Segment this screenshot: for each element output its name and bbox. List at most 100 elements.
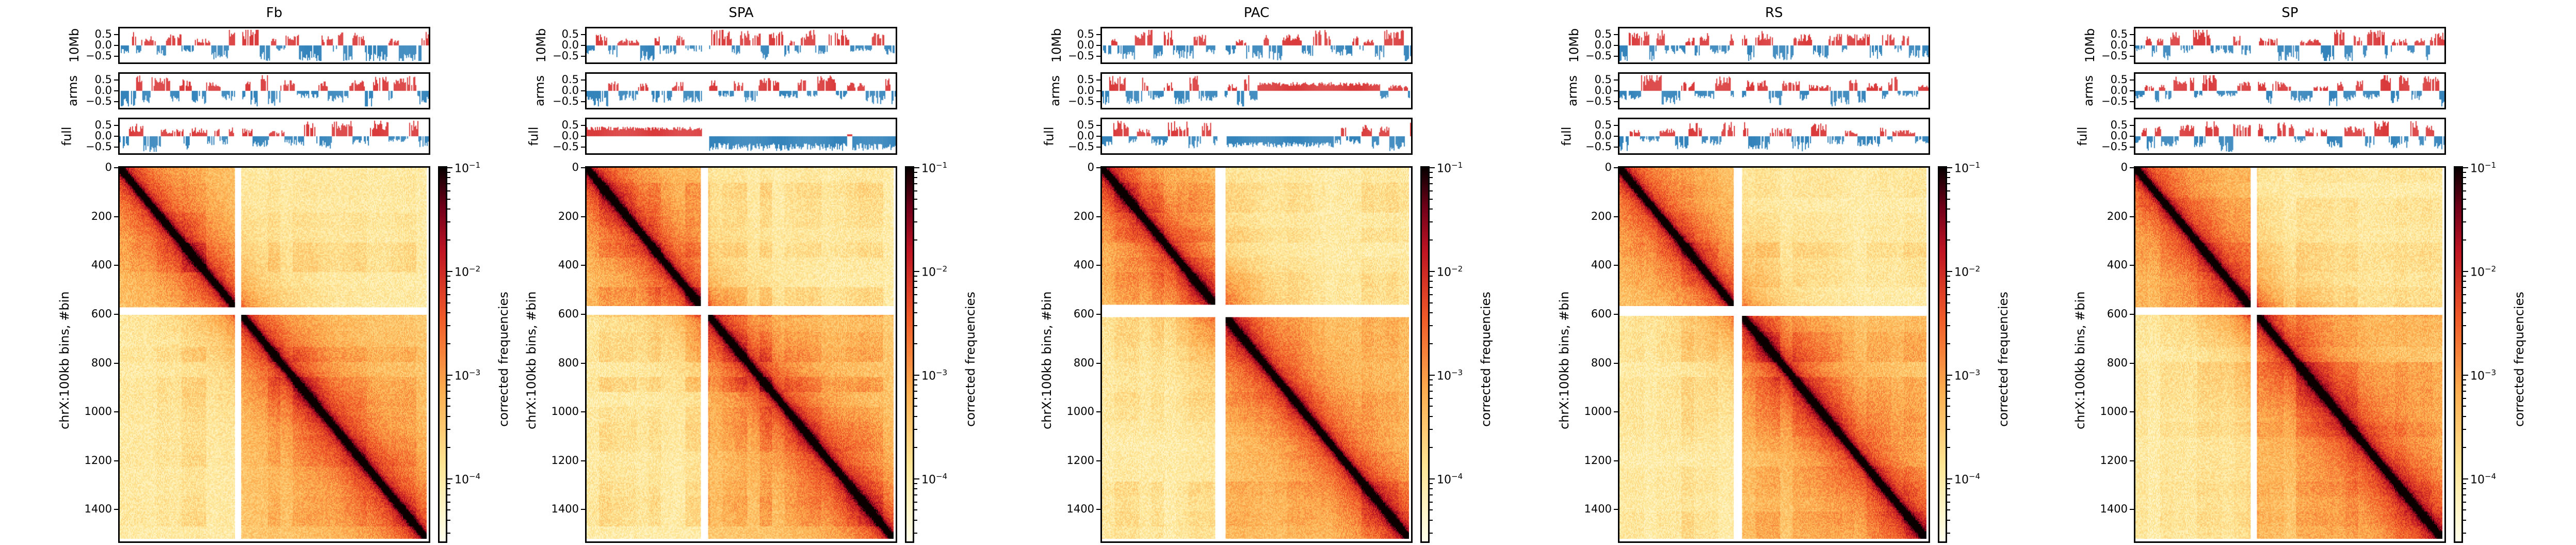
colorbar-minor-tick bbox=[447, 294, 450, 295]
track-tick-label: 0.5 bbox=[561, 73, 579, 86]
colorbar-minor-tick bbox=[1430, 172, 1433, 173]
contact-heatmap bbox=[118, 166, 430, 543]
colorbar-minor-tick bbox=[1430, 276, 1433, 277]
heatmap-tick-label: 800 bbox=[558, 356, 579, 369]
colorbar-minor-tick bbox=[2463, 190, 2466, 191]
colorbar-minor-tick bbox=[1947, 533, 1950, 534]
tick-mark bbox=[1096, 460, 1100, 461]
heatmap-tick-label: 600 bbox=[558, 307, 579, 320]
heatmap-cells bbox=[1619, 168, 1929, 541]
colorbar-tick-mark bbox=[1947, 374, 1952, 376]
heatmap-tick-label: 1400 bbox=[84, 503, 112, 516]
colorbar-tick-label: 10−3 bbox=[2470, 368, 2496, 382]
track-tick-label: −0.5 bbox=[1068, 94, 1094, 107]
tick-base: 10 bbox=[1437, 266, 1451, 279]
colorbar-minor-tick bbox=[1430, 221, 1433, 223]
heatmap-tick-label: 1200 bbox=[2100, 454, 2128, 467]
heatmap-cells bbox=[2135, 168, 2444, 541]
track-tick-label: 0.5 bbox=[1077, 73, 1094, 86]
colorbar-minor-tick bbox=[914, 287, 917, 288]
colorbar bbox=[438, 166, 447, 543]
colorbar-minor-tick bbox=[914, 397, 917, 399]
colorbar-minor-tick bbox=[1947, 519, 1950, 521]
colorbar-minor-tick bbox=[1430, 287, 1433, 288]
colorbar-minor-tick bbox=[914, 519, 917, 521]
colorbar-minor-tick bbox=[1947, 429, 1950, 430]
panel-title: SP bbox=[2281, 5, 2298, 21]
heatmap-cells bbox=[1102, 168, 1411, 541]
tick-mark bbox=[2130, 216, 2134, 217]
colorbar-minor-tick bbox=[1947, 281, 1950, 282]
colorbar-minor-tick bbox=[1430, 312, 1433, 313]
colorbar-minor-tick bbox=[1430, 533, 1433, 534]
colorbar-minor-tick bbox=[914, 509, 917, 511]
tick-mark bbox=[1096, 90, 1100, 91]
colorbar-tick-mark bbox=[447, 167, 452, 168]
tick-mark bbox=[581, 362, 585, 364]
colorbar-minor-tick bbox=[914, 276, 917, 277]
compartment-track-10mb bbox=[2134, 27, 2446, 64]
track-label: 10Mb bbox=[2083, 28, 2098, 63]
colorbar-minor-tick bbox=[2463, 183, 2466, 185]
track-tick-label: 0.5 bbox=[94, 73, 112, 86]
tick-mark bbox=[1614, 460, 1618, 461]
track-tick-label: −0.5 bbox=[2101, 49, 2128, 62]
track-bars bbox=[120, 28, 429, 62]
colorbar-minor-tick bbox=[447, 533, 450, 534]
heatmap-tick-label: 1200 bbox=[1066, 454, 1094, 467]
colorbar-minor-tick bbox=[1430, 183, 1433, 185]
colorbar-minor-tick bbox=[447, 276, 450, 277]
colorbar-minor-tick bbox=[2463, 391, 2466, 392]
tick-exponent: −4 bbox=[2485, 471, 2497, 481]
colorbar-minor-tick bbox=[1430, 483, 1433, 485]
colorbar-minor-tick bbox=[914, 294, 917, 295]
compartment-track-arms bbox=[118, 72, 430, 109]
tick-mark bbox=[1614, 265, 1618, 266]
track-tick-label: 0.5 bbox=[1594, 119, 1612, 132]
tick-mark bbox=[2130, 460, 2134, 461]
colorbar-tick-mark bbox=[1430, 374, 1435, 376]
tick-mark bbox=[1096, 216, 1100, 217]
tick-mark bbox=[581, 411, 585, 413]
track-tick-label: 0.0 bbox=[2110, 130, 2128, 142]
colorbar-minor-tick bbox=[2463, 302, 2466, 303]
colorbar-minor-tick bbox=[2463, 276, 2466, 277]
colorbar-minor-tick bbox=[914, 429, 917, 430]
contact-heatmap bbox=[585, 166, 897, 543]
colorbar-minor-tick bbox=[1947, 384, 1950, 386]
colorbar-minor-tick bbox=[447, 391, 450, 392]
tick-base: 10 bbox=[1437, 162, 1451, 175]
tick-mark bbox=[581, 136, 585, 137]
colorbar-minor-tick bbox=[447, 519, 450, 521]
track-bars bbox=[1619, 28, 1929, 62]
colorbar-minor-tick bbox=[2463, 325, 2466, 327]
tick-mark bbox=[1614, 146, 1618, 148]
colorbar-minor-tick bbox=[447, 509, 450, 511]
colorbar-minor-tick bbox=[1430, 325, 1433, 327]
tick-mark bbox=[2130, 34, 2134, 36]
colorbar-minor-tick bbox=[1947, 488, 1950, 490]
track-bars bbox=[587, 28, 896, 62]
tick-base: 10 bbox=[921, 266, 936, 279]
tick-mark bbox=[114, 313, 118, 315]
tick-mark bbox=[114, 34, 118, 36]
colorbar-minor-tick bbox=[2463, 177, 2466, 179]
tick-base: 10 bbox=[1437, 473, 1451, 487]
compartment-track-arms bbox=[585, 72, 897, 109]
tick-exponent: −4 bbox=[1451, 471, 1463, 481]
heatmap-tick-label: 600 bbox=[1073, 307, 1094, 320]
tick-mark bbox=[1096, 265, 1100, 266]
colorbar-minor-tick bbox=[2463, 379, 2466, 381]
colorbar-minor-tick bbox=[914, 533, 917, 534]
compartment-track-full bbox=[585, 118, 897, 155]
tick-mark bbox=[114, 509, 118, 510]
track-bars bbox=[2135, 74, 2444, 108]
colorbar-minor-tick bbox=[2463, 483, 2466, 485]
heatmap-tick-label: 0 bbox=[572, 161, 579, 173]
colorbar-minor-tick bbox=[1430, 190, 1433, 191]
tick-base: 10 bbox=[1954, 162, 1969, 175]
colorbar-minor-tick bbox=[1947, 183, 1950, 185]
tick-mark bbox=[114, 216, 118, 217]
tick-exponent: −1 bbox=[469, 161, 481, 170]
colorbar-tick-label: 10−3 bbox=[1437, 368, 1463, 382]
